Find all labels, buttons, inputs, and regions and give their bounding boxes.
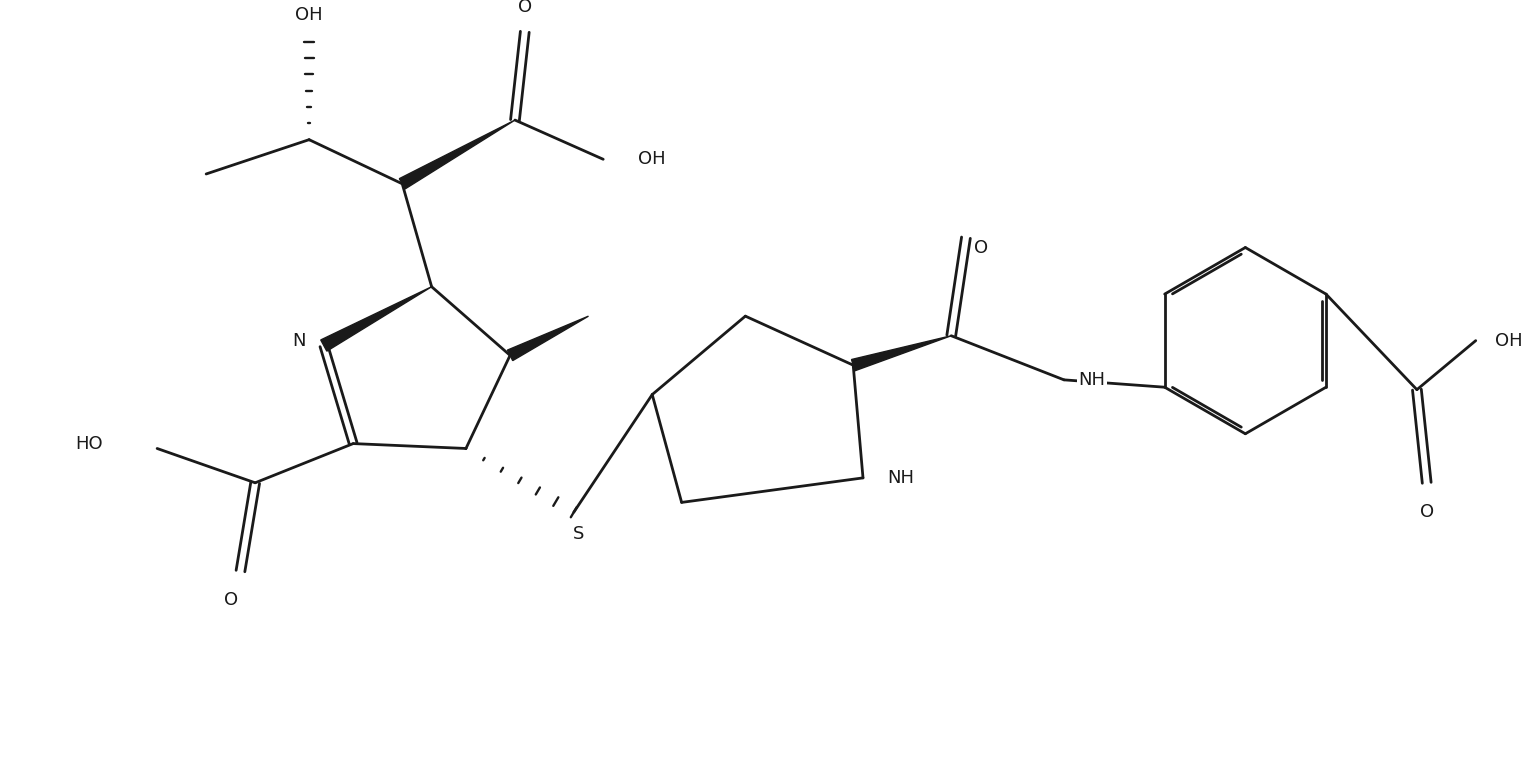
Polygon shape	[320, 286, 432, 351]
Polygon shape	[507, 316, 589, 361]
Text: OH: OH	[296, 6, 323, 24]
Polygon shape	[851, 336, 952, 371]
Text: O: O	[973, 239, 987, 256]
Text: O: O	[1420, 503, 1433, 521]
Text: N: N	[293, 332, 307, 350]
Text: OH: OH	[638, 151, 665, 168]
Text: NH: NH	[888, 469, 915, 487]
Text: O: O	[518, 0, 532, 16]
Text: OH: OH	[1495, 332, 1522, 350]
Text: S: S	[573, 525, 584, 543]
Text: O: O	[224, 591, 238, 609]
Text: NH: NH	[1079, 371, 1105, 389]
Polygon shape	[399, 120, 515, 189]
Text: HO: HO	[75, 435, 103, 452]
